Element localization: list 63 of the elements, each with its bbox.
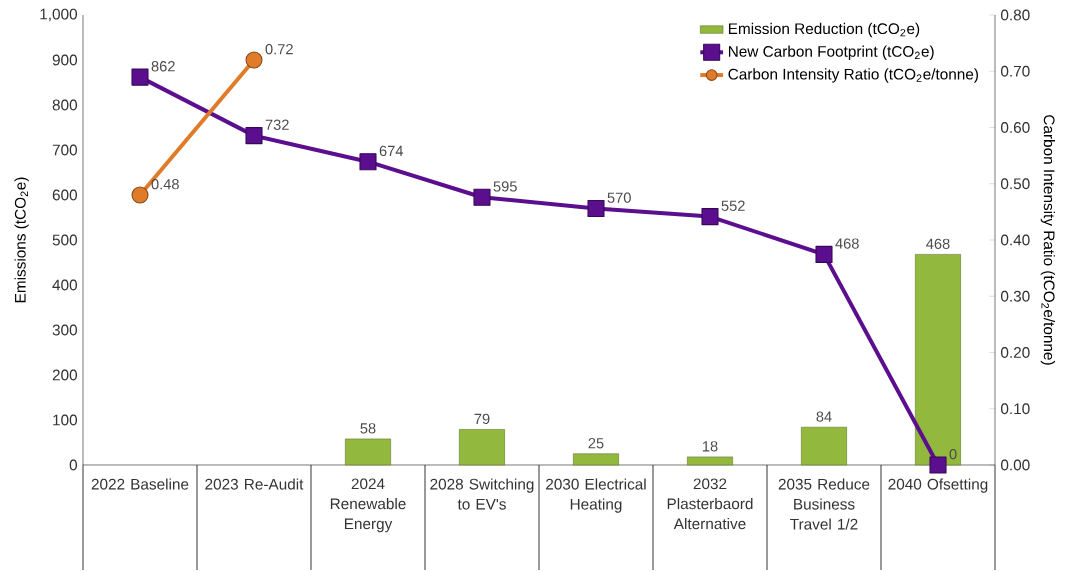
y2-tick-label: 0.10: [1000, 403, 1030, 415]
y2-tick-label: 0.80: [1000, 9, 1030, 21]
data-label: 25: [588, 438, 604, 449]
point: [473, 188, 491, 206]
bar: [801, 426, 847, 466]
y2-tick-label: 0.70: [1000, 65, 1030, 77]
data-label: 84: [816, 411, 832, 422]
x-tick-label: 2022 Baseline: [91, 478, 189, 490]
point: [587, 199, 605, 218]
data-label: 570: [607, 192, 631, 203]
legend-label: New Carbon Footprint (tCO$_{2}$e): [728, 45, 934, 60]
bar: [687, 456, 733, 466]
data-label: 552: [721, 200, 745, 211]
y-axis-title: Emissions (tCO$_{2}$e): [14, 177, 29, 303]
point: [245, 127, 263, 145]
point: [701, 208, 719, 226]
x-tick-label: 2032 Plasterbaord Alternative: [667, 478, 753, 530]
y2-tick-label: 0.30: [1000, 290, 1030, 302]
data-label: 468: [835, 238, 859, 249]
y2-axis-title: Carbon Intensity Ratio (tCO$_{2}$e/tonne): [1040, 115, 1055, 365]
y-tick-label: 400: [52, 279, 78, 291]
data-label: 595: [493, 181, 517, 192]
y-tick-label: 900: [52, 54, 78, 66]
point: [131, 68, 149, 86]
y-tick-label: 800: [52, 99, 78, 111]
x-tick-label: 2030 Electrical Heating: [546, 478, 646, 513]
y-tick-label: 0: [69, 459, 78, 471]
legend-label: Emission Reduction (tCO$_{2}$e): [728, 22, 920, 38]
x-tick-label: 2040 Ofsetting: [888, 478, 988, 493]
data-label: 18: [702, 441, 718, 452]
data-label: 0: [949, 448, 957, 460]
data-label: 862: [151, 61, 175, 72]
legend-label: Carbon Intensity Ratio (tCO$_{2}$e/tonne): [728, 68, 978, 83]
point: [929, 456, 947, 474]
data-label: 79: [474, 413, 490, 425]
y-tick-label: 600: [52, 189, 78, 201]
data-label: 0.72: [265, 43, 293, 55]
x-tick-label: 2028 Switching to EV's: [430, 478, 534, 510]
data-label: 468: [926, 238, 950, 250]
data-label: 0.48: [151, 178, 179, 190]
point: [815, 245, 833, 263]
y-tick-label: 1,000: [40, 8, 78, 22]
y2-tick-label: 0.00: [1000, 459, 1030, 471]
x-tick-label: 2023 Re-Audit: [205, 478, 304, 490]
y-tick-label: 500: [52, 234, 78, 246]
bar: [459, 429, 505, 466]
y-tick-label: 100: [53, 414, 78, 426]
point: [359, 153, 377, 171]
y-tick-label: 200: [52, 369, 78, 381]
y2-tick-label: 0.60: [1000, 122, 1030, 133]
x-tick-label: 2035 Reduce Business Travel 1/2: [778, 478, 870, 530]
bar: [345, 438, 391, 466]
x-tick-label: 2024 Renewable Energy: [330, 478, 406, 533]
data-label: 674: [379, 145, 403, 157]
y-tick-label: 300: [52, 324, 78, 336]
data-label: 732: [265, 119, 289, 130]
y2-tick-label: 0.40: [1000, 234, 1030, 246]
y2-tick-label: 0.50: [1000, 178, 1030, 190]
data-label: 58: [360, 423, 376, 434]
bar: [915, 254, 961, 466]
bar: [573, 453, 619, 466]
y2-tick-label: 0.20: [1000, 347, 1030, 358]
y-tick-label: 700: [52, 144, 78, 156]
